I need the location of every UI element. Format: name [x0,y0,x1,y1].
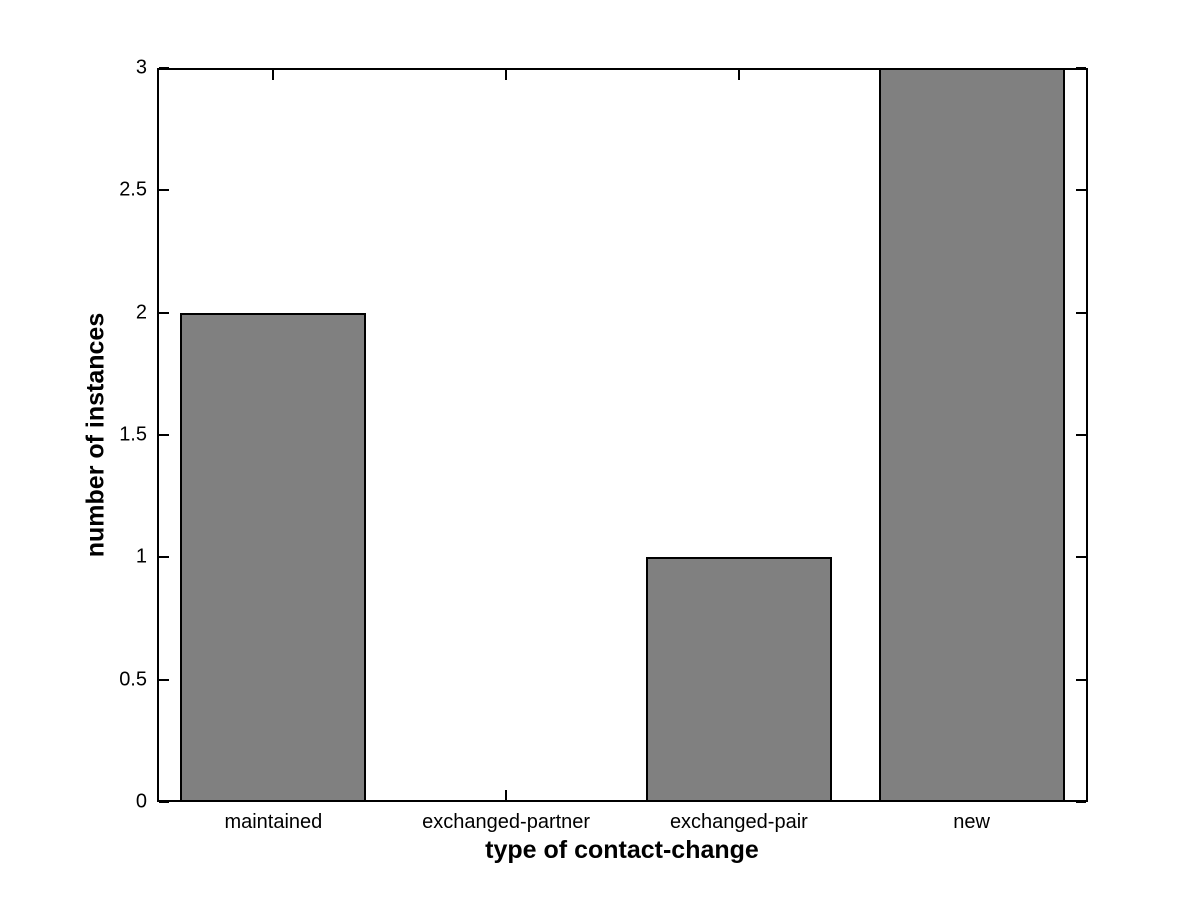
x-category-label: new [953,811,990,833]
y-tick-left [159,311,169,314]
y-tick-left [159,67,169,69]
y-tick-right [1076,556,1086,559]
y-tick-label: 0.5 [119,668,147,691]
x-category-label: maintained [224,811,323,833]
y-tick-right [1076,678,1086,681]
y-tick-right [1076,189,1086,192]
y-tick-label: 0 [135,790,147,813]
y-tick-right [1076,311,1086,314]
y-tick-right [1076,67,1086,69]
x-category-label: exchanged-partner [422,811,591,833]
y-tick-left [159,678,169,681]
x-category-label: exchanged-pair [669,811,808,833]
y-tick-left [159,434,169,436]
y-tick-label: 2.5 [119,178,147,201]
x-axis-label: type of contact-change [485,836,759,864]
bar-exchanged-pair [645,557,832,802]
y-tick-label: 1 [135,545,147,568]
y-tick-right [1076,801,1086,803]
y-tick-label: 3 [135,56,147,79]
y-tick-label: 1.5 [119,423,147,446]
bar-maintained [180,312,367,802]
y-tick-left [159,801,169,803]
x-tick-top [272,70,275,80]
y-tick-left [159,556,169,559]
x-tick-bottom [505,790,508,800]
y-tick-right [1076,434,1086,436]
x-tick-top [505,70,508,80]
y-tick-left [159,189,169,192]
y-tick-label: 2 [135,301,147,324]
bar-new [878,68,1065,802]
x-tick-top [737,70,740,80]
